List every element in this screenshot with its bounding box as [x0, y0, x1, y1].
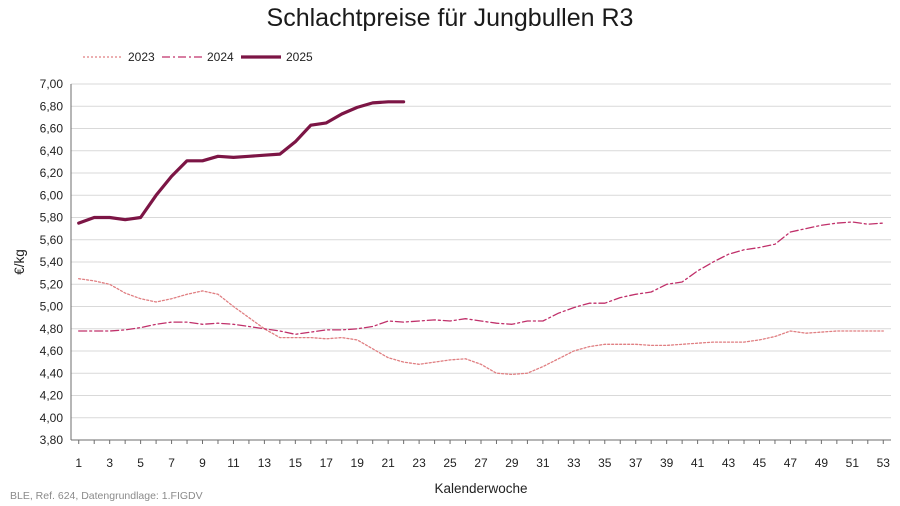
x-tick-label: 43 [722, 456, 736, 470]
x-tick-label: 21 [381, 456, 395, 470]
x-tick-label: 53 [877, 456, 891, 470]
x-tick-label: 13 [258, 456, 272, 470]
y-tick-label: 5,40 [40, 255, 64, 269]
x-tick-label: 33 [567, 456, 581, 470]
y-axis-title: €/kg [12, 249, 27, 275]
legend-label-2023: 2023 [128, 50, 155, 64]
x-tick-label: 17 [320, 456, 334, 470]
y-tick-label: 6,80 [40, 99, 64, 113]
x-tick-label: 35 [598, 456, 612, 470]
y-tick-label: 5,20 [40, 277, 64, 291]
x-tick-label: 49 [815, 456, 829, 470]
x-tick-label: 11 [227, 456, 240, 470]
y-tick-label: 6,40 [40, 144, 64, 158]
y-tick-label: 4,60 [40, 344, 64, 358]
x-tick-label: 39 [660, 456, 674, 470]
y-tick-label: 6,60 [40, 122, 64, 136]
y-tick-label: 6,00 [40, 188, 64, 202]
y-tick-label: 4,80 [40, 322, 64, 336]
y-tick-label: 5,60 [40, 233, 64, 247]
x-tick-label: 9 [199, 456, 206, 470]
x-tick-label: 23 [412, 456, 426, 470]
x-tick-label: 7 [168, 456, 175, 470]
series-line-2024 [78, 221, 884, 335]
x-tick-label: 37 [629, 456, 643, 470]
x-tick-label: 3 [106, 456, 113, 470]
x-tick-label: 47 [784, 456, 798, 470]
x-tick-label: 27 [474, 456, 488, 470]
y-tick-label: 7,00 [40, 77, 64, 91]
x-tick-label: 25 [443, 456, 457, 470]
x-tick-label: 51 [846, 456, 860, 470]
legend-label-2025: 2025 [286, 50, 313, 64]
x-tick-label: 5 [137, 456, 144, 470]
series-line-2023 [78, 278, 884, 376]
x-tick-label: 31 [536, 456, 550, 470]
y-tick-label: 5,00 [40, 300, 64, 314]
legend-label-2024: 2024 [207, 50, 234, 64]
x-tick-label: 15 [289, 456, 303, 470]
series-line-2025 [77, 100, 406, 225]
x-tick-label: 1 [75, 456, 82, 470]
y-tick-label: 6,20 [40, 166, 64, 180]
x-tick-label: 29 [505, 456, 519, 470]
y-tick-label: 5,80 [40, 211, 64, 225]
y-tick-label: 4,20 [40, 389, 64, 403]
source-note: BLE, Ref. 624, Datengrundlage: 1.FIGDV [10, 490, 203, 502]
y-tick-label: 3,80 [40, 433, 64, 447]
x-tick-label: 19 [351, 456, 365, 470]
y-tick-label: 4,40 [40, 366, 64, 380]
y-tick-label: 4,00 [40, 411, 64, 425]
chart-title: Schlachtpreise für Jungbullen R3 [266, 4, 634, 32]
x-tick-label: 41 [691, 456, 705, 470]
x-tick-label: 45 [753, 456, 767, 470]
x-axis-title: Kalenderwoche [434, 481, 527, 496]
